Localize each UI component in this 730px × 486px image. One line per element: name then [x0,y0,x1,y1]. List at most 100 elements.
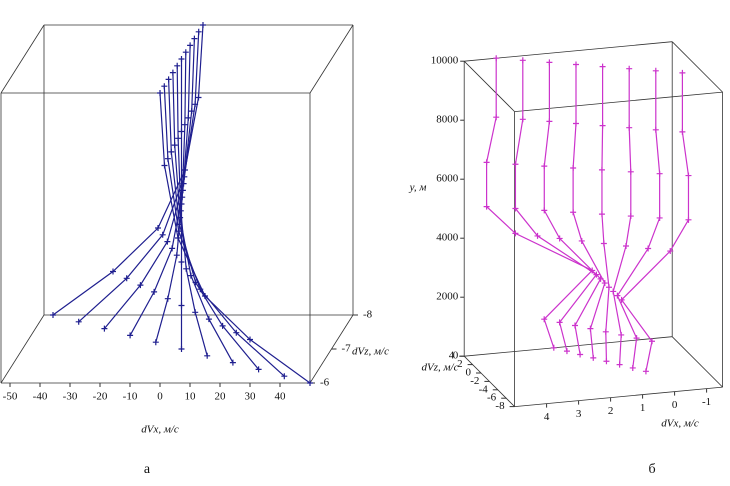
point [175,235,181,241]
curve [543,62,602,355]
point [600,240,607,247]
point [483,159,490,166]
z-axis-label: dVz, м/с [422,362,459,374]
y-axis-label: y, м [409,182,427,194]
curve [159,92,311,384]
point [281,373,288,380]
caption: б [648,462,655,477]
point [233,329,240,336]
x-axis-label: dVx, м/с [141,424,179,436]
point [195,94,202,101]
point [598,211,605,218]
point [652,67,659,74]
x-tick-label: 1 [640,402,646,414]
point [618,331,625,338]
y-tick-label: 2000 [436,291,459,303]
point [205,316,212,323]
point [200,22,206,28]
point [202,293,208,299]
point [578,237,585,244]
point [626,124,633,131]
x-tick-label: -30 [63,391,78,403]
curve [612,68,632,365]
point [151,288,158,295]
x-tick-label: -40 [33,391,48,403]
point [590,354,597,361]
point [255,366,262,373]
x-tick-label: 30 [245,391,257,403]
point [546,118,553,125]
z-tick-label: -8 [363,309,373,321]
point [627,168,634,175]
point [175,135,182,142]
point [159,231,166,238]
point [629,364,636,371]
point [307,380,313,386]
point [546,59,553,66]
point [137,282,144,289]
point [602,328,609,335]
point [187,272,194,279]
point [645,245,652,252]
x-tick-label: -50 [3,391,18,403]
point [570,165,577,172]
point [204,352,211,359]
point [512,230,519,237]
point [570,209,577,216]
point [512,161,519,168]
point [599,63,606,70]
point [192,309,199,316]
point [606,284,612,291]
point [185,114,192,121]
box-edge [671,336,723,388]
point [173,252,180,259]
z-tick-label: -2 [470,375,479,387]
point [616,361,623,368]
point [182,49,189,56]
point [168,148,175,155]
point [178,346,185,352]
point [633,335,640,342]
box-edge [514,91,723,112]
z-tick-label: 2 [457,358,463,370]
point [623,243,629,249]
x-tick-label: 2 [608,405,614,417]
curve [620,72,690,372]
point [587,325,594,332]
curve [78,31,200,323]
point [493,55,500,62]
box-edge [0,314,45,384]
point [75,318,82,325]
box-edge [671,41,723,93]
point [679,69,686,76]
x-tick-label: 3 [576,408,582,420]
point [652,126,659,133]
curve [514,60,598,352]
point [229,359,236,366]
point [50,312,56,318]
curve [616,70,661,369]
point [155,225,161,231]
point [656,170,663,177]
point [171,142,178,149]
x-tick-label: -1 [702,396,711,408]
point [573,61,579,68]
point [247,336,253,343]
point [573,120,579,127]
box-edge [463,60,515,112]
point [626,65,633,72]
point [610,288,617,295]
point [157,90,163,96]
x-axis-label: dVx, м/с [661,418,699,430]
x-tick-label: 0 [157,391,163,403]
point [618,296,625,303]
point [563,348,570,355]
z-tick-label: -6 [487,392,497,404]
point [541,207,548,214]
point [178,128,185,135]
point [649,338,655,345]
point [177,207,184,214]
x-tick-label: -10 [123,391,138,403]
y-tick-label: 0 [453,350,459,362]
point [541,163,548,170]
